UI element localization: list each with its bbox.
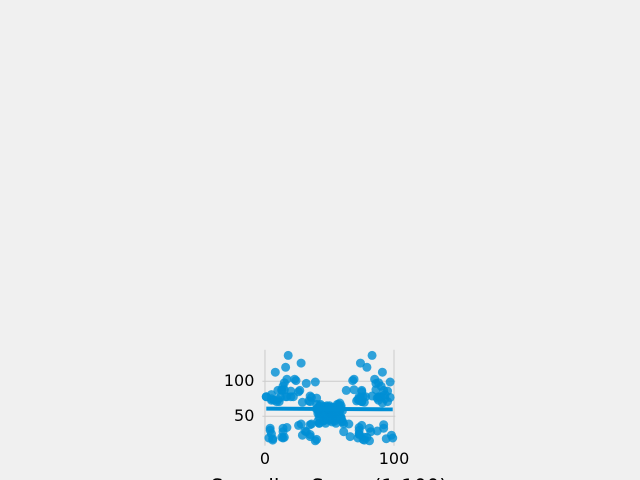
y-tick-label: 50: [234, 406, 254, 425]
point: [364, 423, 374, 433]
y-tick-label: 100: [224, 371, 255, 390]
regression-line: [266, 406, 393, 412]
point: [290, 374, 300, 384]
point: [377, 367, 387, 377]
point: [281, 362, 291, 372]
point: [300, 426, 310, 436]
point: [370, 374, 380, 384]
point: [385, 377, 395, 387]
point: [305, 391, 315, 401]
point: [310, 377, 320, 387]
point: [357, 385, 367, 395]
point: [282, 423, 292, 432]
point: [283, 350, 293, 360]
point: [379, 420, 389, 430]
point: [357, 420, 367, 430]
x-axis-label: Spending Score (1-100): [211, 475, 447, 480]
x-tick-label: 0: [260, 449, 270, 468]
point: [386, 430, 396, 440]
point: [349, 385, 359, 395]
point: [266, 390, 276, 400]
point: [339, 427, 349, 437]
point: [362, 362, 372, 372]
point: [265, 423, 275, 433]
point: [341, 385, 351, 395]
point: [335, 398, 345, 408]
point: [282, 374, 292, 384]
point: [345, 432, 355, 442]
point: [355, 358, 365, 368]
point: [296, 419, 306, 429]
point: [295, 385, 305, 395]
x-tick-label: 100: [379, 449, 410, 468]
point: [349, 374, 359, 384]
point: [270, 367, 280, 377]
point: [301, 378, 311, 388]
point: [296, 358, 306, 368]
point: [367, 350, 377, 360]
